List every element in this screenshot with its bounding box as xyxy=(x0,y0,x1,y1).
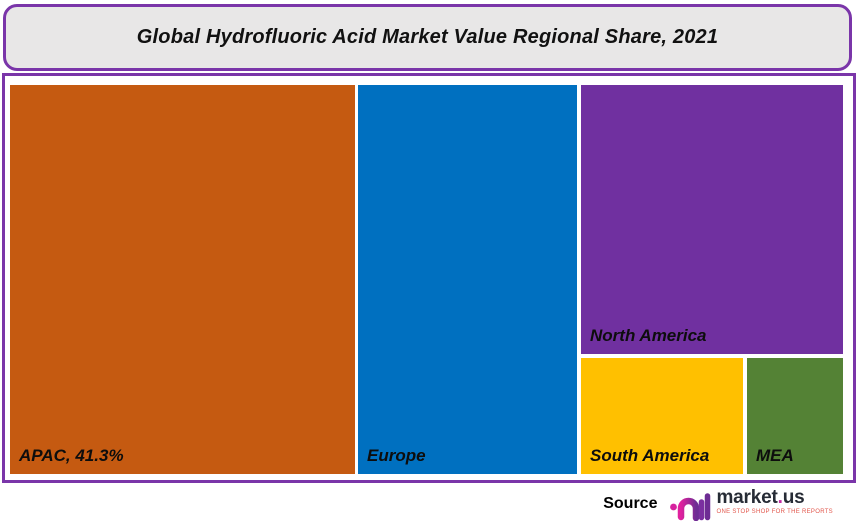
source-label: Source xyxy=(603,495,658,512)
chart-title-box: Global Hydrofluoric Acid Market Value Re… xyxy=(3,4,852,71)
logo-text-wrap: market.us ONE STOP SHOP FOR THE REPORTS xyxy=(716,488,833,515)
logo-wordmark-dot: . xyxy=(777,486,783,508)
tile-label-europe: Europe xyxy=(367,446,426,465)
treemap-tile-europe: Europe xyxy=(358,85,577,474)
marketus-logo-icon xyxy=(670,492,711,521)
logo-wordmark-tld: us xyxy=(782,486,805,508)
treemap: APAC, 41.3% Europe North America South A… xyxy=(10,85,843,474)
treemap-tile-mea: MEA xyxy=(747,358,843,474)
source-row: Source market.us ONE STOP SHOP FOR THE R… xyxy=(603,486,833,522)
tile-label-apac: APAC, 41.3% xyxy=(19,446,124,465)
treemap-tile-apac: APAC, 41.3% xyxy=(10,85,355,474)
logo-wordmark: market.us xyxy=(716,488,833,507)
treemap-tile-south-america: South America xyxy=(581,358,743,474)
chart-title: Global Hydrofluoric Acid Market Value Re… xyxy=(136,26,719,48)
tile-label-south-america: South America xyxy=(590,446,710,465)
treemap-frame: APAC, 41.3% Europe North America South A… xyxy=(2,73,856,483)
tile-label-mea: MEA xyxy=(756,446,794,465)
marketus-logo[interactable]: market.us ONE STOP SHOP FOR THE REPORTS xyxy=(669,488,833,521)
logo-wordmark-market: market xyxy=(716,486,778,508)
tile-label-north-america: North America xyxy=(590,326,707,345)
logo-tagline: ONE STOP SHOP FOR THE REPORTS xyxy=(716,508,833,515)
treemap-tile-north-america: North America xyxy=(581,85,843,354)
